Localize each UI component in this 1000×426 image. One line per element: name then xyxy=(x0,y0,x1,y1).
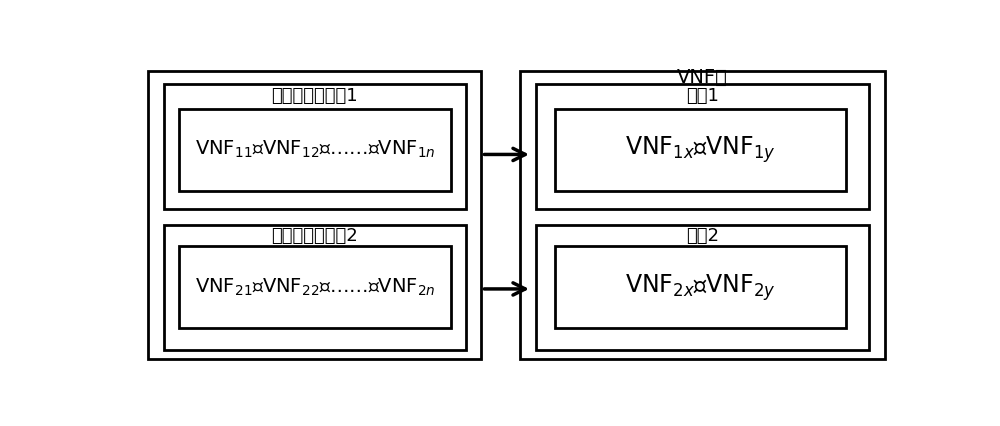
Bar xyxy=(536,84,869,209)
Bar xyxy=(179,246,450,328)
Text: 服务1: 服务1 xyxy=(686,87,719,105)
Text: 服务2: 服务2 xyxy=(686,227,719,245)
Bar xyxy=(536,225,869,350)
Text: $\mathrm{VNF}_{2x}$、$\mathrm{VNF}_{2y}$: $\mathrm{VNF}_{2x}$、$\mathrm{VNF}_{2y}$ xyxy=(625,272,776,302)
Bar xyxy=(164,84,466,209)
Bar xyxy=(179,109,450,190)
Text: VNF池: VNF池 xyxy=(677,68,728,87)
Bar xyxy=(164,225,466,350)
Text: $\mathrm{VNF}_{11}$、$\mathrm{VNF}_{12}$、……、$\mathrm{VNF}_{1n}$: $\mathrm{VNF}_{11}$、$\mathrm{VNF}_{12}$、… xyxy=(195,139,435,160)
Bar xyxy=(555,109,846,190)
Text: 异构功能执行池2: 异构功能执行池2 xyxy=(272,227,358,245)
Bar xyxy=(148,71,481,360)
Text: $\mathrm{VNF}_{1x}$、$\mathrm{VNF}_{1y}$: $\mathrm{VNF}_{1x}$、$\mathrm{VNF}_{1y}$ xyxy=(625,134,776,165)
Text: 异构功能执行池1: 异构功能执行池1 xyxy=(272,87,358,105)
Bar xyxy=(520,71,885,360)
Bar xyxy=(555,246,846,328)
Text: $\mathrm{VNF}_{21}$、$\mathrm{VNF}_{22}$、……、$\mathrm{VNF}_{2n}$: $\mathrm{VNF}_{21}$、$\mathrm{VNF}_{22}$、… xyxy=(195,276,435,298)
